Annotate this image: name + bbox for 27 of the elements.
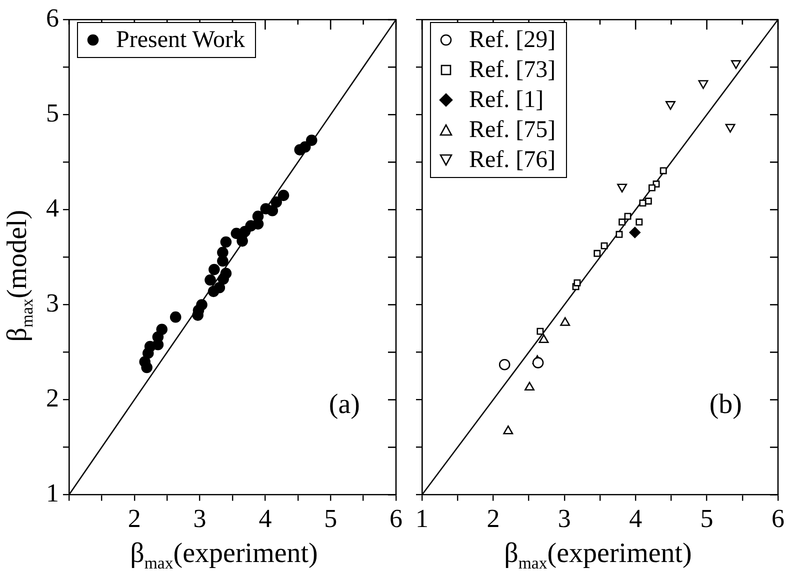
legend-label: Ref. [73]	[469, 56, 556, 85]
x-tick-label: 2	[128, 504, 141, 534]
x-tick-label: 5	[700, 504, 714, 534]
y-tick-label: 3	[46, 288, 59, 318]
x-tick-label: 3	[558, 504, 571, 534]
legend-label: Ref. [1]	[469, 86, 544, 115]
y-tick-label: 5	[46, 98, 59, 128]
annotation: (a)	[328, 388, 360, 420]
x-tick-label: 5	[324, 504, 338, 534]
x-axis-title: β$_{max}$(experiment)	[503, 538, 693, 574]
legend-label: Ref. [75]	[469, 116, 556, 145]
y-tick-label: 6	[46, 3, 59, 32]
y-tick-label: 1	[46, 478, 59, 508]
x-tick-label: 1	[416, 504, 428, 534]
x-tick-label: 4	[258, 504, 272, 534]
y-tick-label: 2	[46, 384, 59, 413]
y-tick-label: 4	[46, 194, 59, 223]
x-tick-label: 4	[629, 504, 642, 534]
x-tick-label: 6	[390, 504, 402, 534]
legend-label: Ref. [29]	[469, 26, 556, 55]
annotation: (b)	[709, 388, 742, 420]
legend-label: Ref. [76]	[469, 146, 556, 175]
legend-label: Present Work	[116, 26, 245, 55]
x-tick-label: 3	[193, 504, 206, 534]
x-tick-label: 2	[486, 504, 500, 534]
x-axis-title: β$_{max}$(experiment)	[129, 538, 319, 574]
x-tick-label: 6	[772, 504, 784, 534]
